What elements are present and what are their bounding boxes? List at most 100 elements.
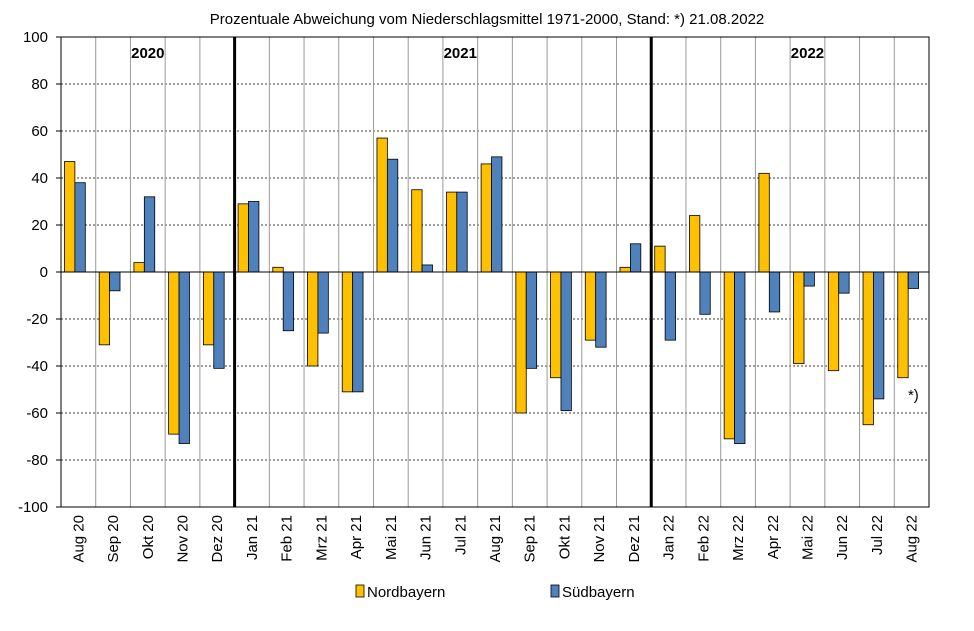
bar-suedbayern xyxy=(456,191,468,273)
x-tick-label: Jan 21 xyxy=(244,515,261,560)
x-tick-label: Mrz 22 xyxy=(730,515,747,561)
bar-nordbayern xyxy=(445,191,458,273)
bar-nordbayern xyxy=(515,271,527,414)
bar-suedbayern xyxy=(699,271,711,315)
x-tick-label: Apr 21 xyxy=(348,515,365,559)
bar-suedbayern xyxy=(803,271,815,287)
y-tick-label: 80 xyxy=(31,76,48,93)
y-tick-label: -20 xyxy=(26,311,48,328)
x-tick-label: Aug 21 xyxy=(487,515,504,563)
bar-suedbayern xyxy=(560,271,572,412)
bar-nordbayern xyxy=(654,245,666,273)
x-tick-label: Mrz 21 xyxy=(313,515,330,561)
bar-suedbayern xyxy=(838,271,850,294)
bar-nordbayern xyxy=(307,271,319,367)
bar-nordbayern xyxy=(202,271,215,346)
bar-suedbayern xyxy=(178,271,190,444)
x-tick-label: Okt 21 xyxy=(556,515,573,559)
x-tick-label: Nov 21 xyxy=(591,515,608,563)
x-tick-label: Mai 21 xyxy=(383,515,400,560)
y-tick-label: 0 xyxy=(40,264,48,281)
bar-nordbayern xyxy=(237,203,249,273)
year-label: 2021 xyxy=(444,45,477,62)
chart-title: Prozentuale Abweichung vom Niederschlags… xyxy=(210,11,765,28)
bar-suedbayern xyxy=(248,201,260,273)
axes xyxy=(56,36,930,508)
bar-suedbayern xyxy=(213,271,225,369)
legend-label: Südbayern xyxy=(562,584,635,601)
bar-suedbayern xyxy=(421,264,433,273)
x-tick-label: Apr 22 xyxy=(765,515,782,559)
bar-suedbayern xyxy=(491,156,503,273)
labels: 100 80 60 40 20 0 -20 -40 -60 -80 -100 Aug 20 Sep 20… xyxy=(18,29,921,563)
bar-suedbayern xyxy=(282,271,295,332)
bar-nordbayern xyxy=(168,271,180,435)
x-tick-label: Jan 22 xyxy=(661,515,678,560)
bar-nordbayern xyxy=(793,271,805,365)
bar-nordbayern xyxy=(376,137,388,273)
x-tick-label: Sep 20 xyxy=(105,515,122,563)
y-tick-label: 60 xyxy=(31,123,48,140)
x-tick-label: Okt 20 xyxy=(140,515,157,559)
x-tick-label: Aug 20 xyxy=(70,515,87,563)
bar-suedbayern xyxy=(907,271,919,289)
bar-nordbayern xyxy=(480,163,492,273)
bar-suedbayern xyxy=(664,271,676,341)
x-tick-label: Dez 20 xyxy=(209,515,226,563)
y-tick-label: 40 xyxy=(31,170,48,187)
y-tick-label: 20 xyxy=(31,217,48,234)
legend: Nordbayern Südbayern xyxy=(355,584,635,601)
bar-nordbayern xyxy=(133,262,145,273)
bar-nordbayern xyxy=(723,271,735,440)
bar-nordbayern xyxy=(619,266,631,273)
x-tick-label: Aug 22 xyxy=(904,515,921,563)
year-label: 2020 xyxy=(131,45,164,62)
legend-swatch xyxy=(355,584,365,598)
bar-nordbayern xyxy=(272,266,284,273)
bar-suedbayern xyxy=(630,243,642,273)
bars xyxy=(64,137,919,444)
x-tick-label: Jul 22 xyxy=(869,515,886,555)
bar-nordbayern xyxy=(98,271,111,346)
bar-suedbayern xyxy=(317,271,329,334)
bar-suedbayern xyxy=(352,271,364,393)
bar-nordbayern xyxy=(341,271,354,393)
bar-nordbayern xyxy=(550,271,562,379)
bar-nordbayern xyxy=(758,172,770,273)
bar-nordbayern xyxy=(584,271,597,341)
bar-nordbayern xyxy=(64,161,76,273)
bar-suedbayern xyxy=(386,158,399,273)
legend-swatch xyxy=(550,584,560,598)
y-tick-label: -60 xyxy=(26,405,48,422)
bar-suedbayern xyxy=(734,271,746,444)
bar-suedbayern xyxy=(595,271,607,348)
x-tick-label: Jul 21 xyxy=(452,515,469,555)
bar-nordbayern xyxy=(827,271,840,372)
bar-suedbayern xyxy=(109,271,121,292)
bar-suedbayern xyxy=(768,271,781,313)
y-tick-label: -80 xyxy=(26,452,48,469)
bar-nordbayern xyxy=(862,271,874,426)
x-tick-label: Dez 21 xyxy=(626,515,643,563)
bar-suedbayern xyxy=(525,271,538,369)
bar-nordbayern xyxy=(411,189,423,273)
bar-suedbayern xyxy=(143,196,156,273)
annotation: *) xyxy=(908,387,919,404)
bar-nordbayern xyxy=(689,215,701,273)
x-tick-label: Feb 21 xyxy=(279,515,296,562)
x-tick-label: Feb 22 xyxy=(695,515,712,562)
y-tick-label: -100 xyxy=(18,499,48,516)
bar-suedbayern xyxy=(873,271,885,400)
x-tick-label: Jun 21 xyxy=(418,515,435,560)
bar-nordbayern xyxy=(897,271,909,379)
x-tick-label: Jun 22 xyxy=(834,515,851,560)
x-tick-label: Nov 20 xyxy=(175,515,192,563)
bar-suedbayern xyxy=(74,182,86,273)
x-tick-label: Sep 21 xyxy=(522,515,539,563)
year-label: 2022 xyxy=(791,45,824,62)
y-tick-label: 100 xyxy=(23,29,48,46)
legend-label: Nordbayern xyxy=(367,584,445,601)
x-tick-label: Mai 22 xyxy=(799,515,816,560)
